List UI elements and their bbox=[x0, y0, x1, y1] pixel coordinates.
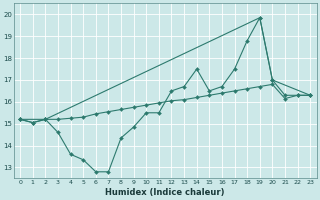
X-axis label: Humidex (Indice chaleur): Humidex (Indice chaleur) bbox=[106, 188, 225, 197]
